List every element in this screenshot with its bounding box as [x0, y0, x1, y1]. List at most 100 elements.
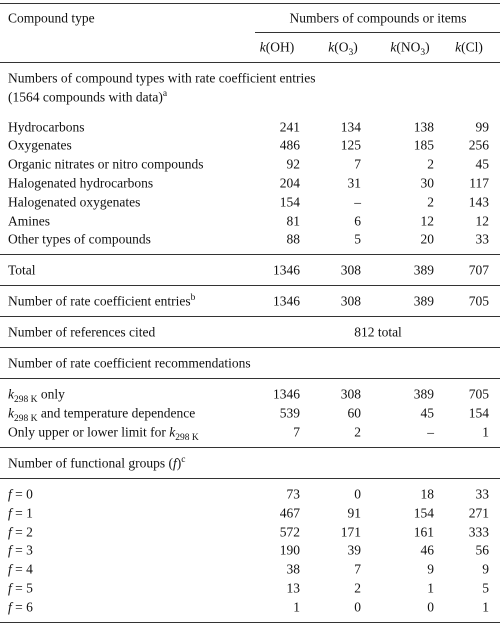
row-label: f = 5	[8, 581, 33, 595]
cell-value: 333	[468, 523, 489, 539]
section-rule	[0, 254, 500, 256]
text-segment: )	[425, 39, 430, 55]
italic-segment: k	[328, 39, 335, 55]
cell-value: 1	[482, 424, 489, 440]
text-segment: Other types of compounds	[8, 231, 151, 247]
cell-value: 2	[427, 194, 434, 210]
column-header: k(NO3)	[390, 39, 430, 58]
cell-value: 9	[482, 561, 489, 577]
row-label: Halogenated oxygenates	[8, 195, 140, 209]
text-segment: = 1	[11, 505, 33, 521]
text-segment: only	[37, 386, 65, 402]
text-segment: = 2	[11, 523, 33, 539]
cell-value: 190	[279, 542, 300, 558]
italic-segment: f	[8, 561, 12, 577]
cell-value: 467	[279, 505, 300, 521]
section-rule	[0, 285, 500, 287]
cell-value: 7	[354, 156, 361, 172]
cell-value: 705	[468, 386, 489, 402]
cell-value: 256	[468, 137, 489, 153]
italic-segment: k	[169, 424, 176, 440]
cell-value: 1346	[273, 293, 300, 309]
text-segment: and temperature dependence	[37, 405, 196, 421]
cell-value: 1	[482, 599, 489, 615]
section-rule	[0, 378, 500, 380]
cell-value: 31	[347, 175, 362, 191]
text-segment: Organic nitrates or nitro compounds	[8, 156, 204, 172]
cell-value: 7	[293, 424, 300, 440]
subscript: 298 K	[14, 395, 38, 406]
cell-value: 143	[468, 194, 489, 210]
text-segment: Amines	[8, 212, 50, 228]
cell-value: 0	[354, 486, 361, 502]
text-segment: (Cl)	[461, 39, 483, 55]
row-label: f = 6	[8, 600, 33, 614]
section-rule	[0, 447, 500, 448]
text-segment: Number of rate coefficient entries	[8, 293, 191, 309]
italic-segment: f	[172, 455, 177, 471]
row-label: f = 3	[8, 542, 33, 558]
text-segment: Hydrocarbons	[8, 118, 85, 134]
cell-value: 204	[279, 175, 300, 191]
cell-value: 92	[286, 156, 301, 172]
row-label: f = 0	[8, 487, 33, 501]
cell-value: 45	[475, 156, 490, 172]
text-segment: (1564 compounds with data)	[8, 89, 163, 105]
cell-value: 308	[340, 293, 361, 309]
row-label: Total	[8, 262, 36, 278]
header-rule	[0, 62, 500, 63]
cell-value: 88	[286, 231, 301, 247]
cell-value: 2	[427, 156, 434, 172]
cell-value: 39	[347, 542, 362, 558]
cell-value: 308	[340, 386, 361, 402]
italic-segment: k	[8, 386, 14, 402]
italic-segment: f	[8, 486, 12, 502]
row-label: Other types of compounds	[8, 231, 151, 247]
superscript: c	[181, 454, 186, 465]
text-segment: Total	[8, 262, 36, 278]
row-label: k298 K only	[8, 386, 65, 406]
cell-value: 241	[279, 118, 300, 134]
cell-value: 13	[286, 580, 301, 596]
text-segment: = 3	[11, 542, 33, 558]
cell-value: 539	[279, 405, 300, 421]
cell-value: 81	[286, 212, 301, 228]
italic-segment: f	[8, 599, 12, 615]
cell-value: 5	[482, 580, 489, 596]
row-label: Only upper or lower limit for k298 K	[8, 424, 199, 443]
cell-value: 73	[286, 486, 301, 502]
cell-value: 9	[427, 561, 434, 577]
cell-value: 2	[354, 580, 361, 596]
text-segment: (OH)	[265, 39, 295, 55]
cell-value: 30	[420, 175, 435, 191]
cell-value: 2	[354, 424, 361, 440]
cell-value: 308	[340, 262, 361, 278]
text-segment: Only upper or lower limit for	[8, 424, 170, 440]
text-segment: Halogenated hydrocarbons	[8, 175, 154, 191]
cell-value: –	[354, 194, 361, 210]
italic-segment: k	[259, 39, 266, 55]
subscript: 3	[348, 47, 354, 58]
subscript: 298 K	[175, 432, 199, 443]
column-header: k(Cl)	[455, 40, 483, 54]
group-header: Numbers of compounds or items	[289, 10, 467, 26]
text-segment: Halogenated oxygenates	[8, 194, 141, 210]
cell-value: 154	[279, 194, 300, 210]
text-segment: = 5	[11, 580, 33, 596]
cell-value: 7	[354, 561, 361, 577]
cell-value: 117	[469, 175, 489, 191]
cell-value: 12	[475, 212, 490, 228]
text-segment: (NO	[396, 39, 421, 55]
cell-value: 161	[413, 523, 434, 539]
italic-segment: f	[8, 523, 12, 539]
cell-value: 5	[354, 231, 361, 247]
cell-value: 0	[354, 599, 361, 615]
section-rule	[0, 347, 500, 349]
italic-segment: f	[8, 542, 12, 558]
cell-value: 125	[340, 137, 361, 153]
section-rule	[0, 621, 500, 623]
spanning-value: 812 total	[354, 324, 402, 340]
cell-value: 389	[413, 386, 434, 402]
italic-segment: k	[390, 39, 397, 55]
